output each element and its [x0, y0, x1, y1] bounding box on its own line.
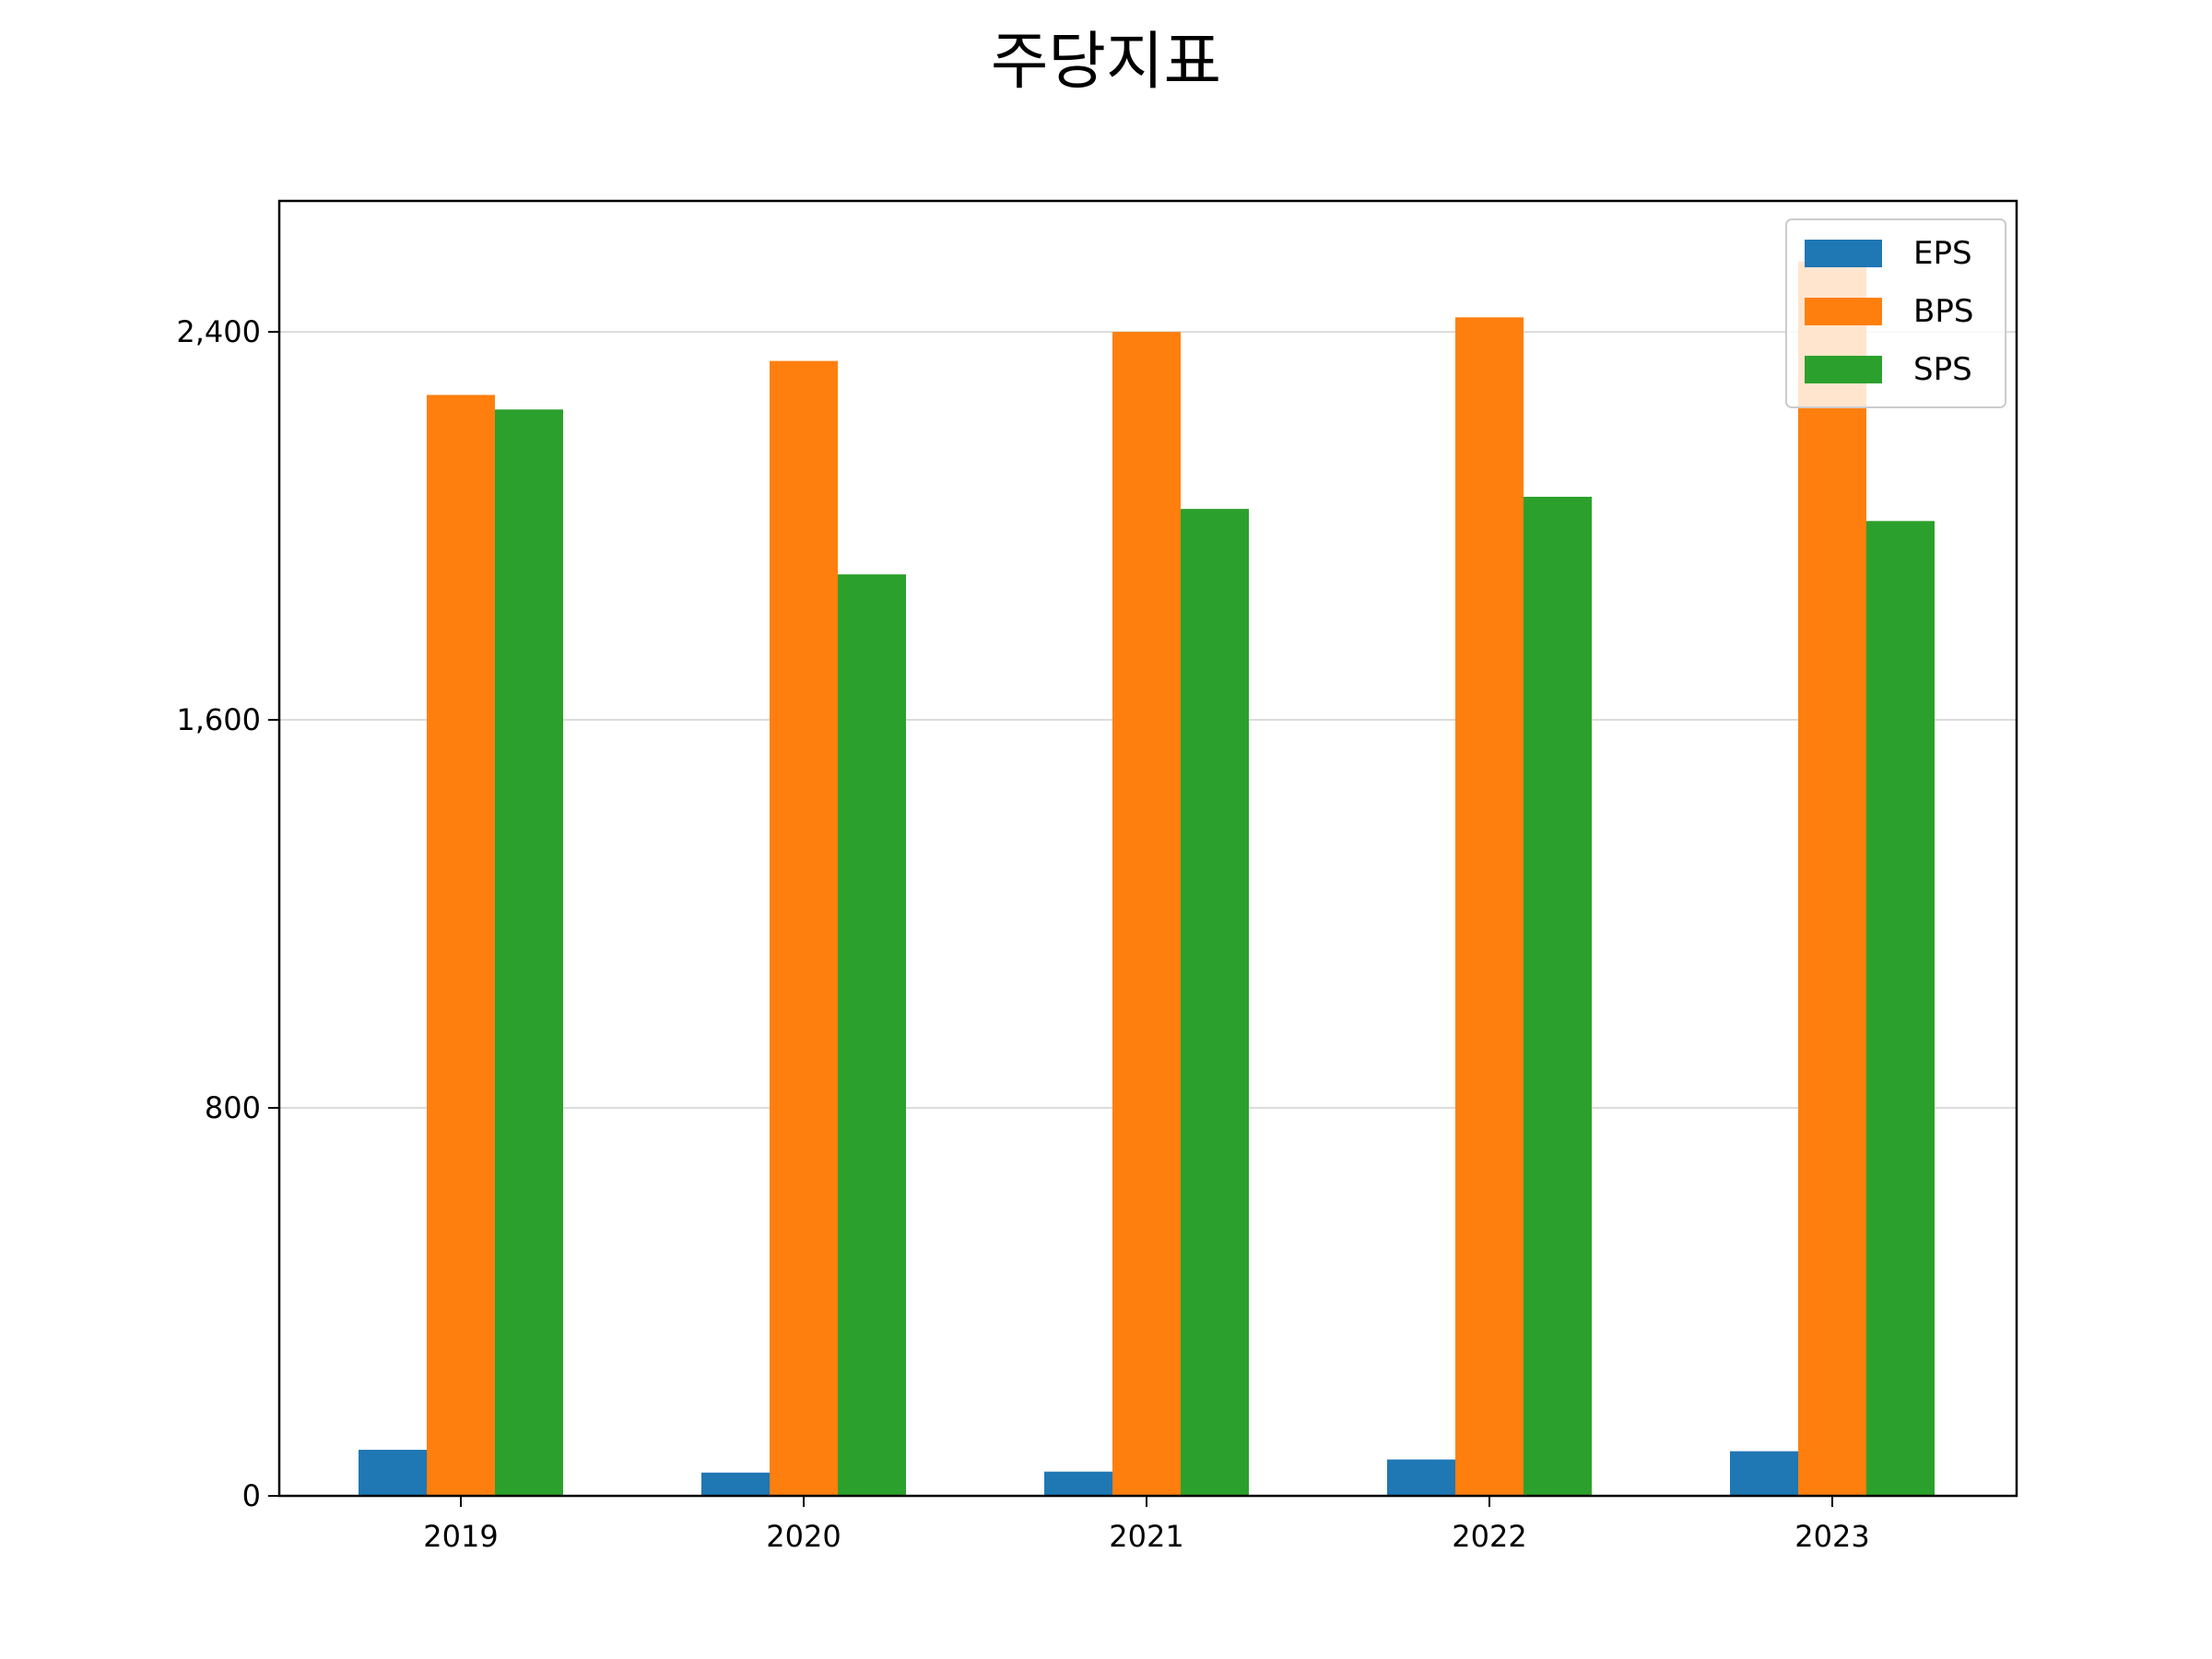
- y-tick-label: 1,600: [176, 702, 261, 737]
- legend: EPS BPS SPS: [1785, 218, 2006, 408]
- x-tick-label: 2023: [1794, 1519, 1869, 1554]
- bars: [359, 261, 1935, 1497]
- bar-sps-2023: [1866, 521, 1935, 1496]
- bar-sps-2020: [838, 574, 906, 1496]
- bar-eps-2022: [1387, 1459, 1455, 1496]
- legend-label-sps: SPS: [1913, 351, 1972, 388]
- legend-swatch-bps: [1805, 298, 1882, 325]
- bar-bps-2023: [1798, 261, 1866, 1497]
- x-tick-label: 2022: [1452, 1519, 1526, 1554]
- bar-eps-2021: [1044, 1471, 1112, 1496]
- plot-frame: [277, 199, 2018, 1498]
- bar-sps-2021: [1181, 509, 1249, 1496]
- legend-swatch-eps: [1805, 240, 1882, 267]
- bar-bps-2022: [1455, 317, 1524, 1497]
- y-tick-label: 800: [205, 1090, 261, 1125]
- y-tick-label: 0: [242, 1478, 261, 1513]
- legend-label-bps: BPS: [1913, 293, 1973, 330]
- y-tick-label: 2,400: [176, 314, 261, 349]
- chart-title: 주당지표: [991, 26, 1221, 99]
- bar-bps-2021: [1112, 332, 1181, 1497]
- bar-sps-2019: [495, 409, 563, 1496]
- bar-eps-2020: [701, 1472, 770, 1496]
- x-tick-label: 2020: [766, 1519, 841, 1554]
- bar-bps-2019: [427, 394, 495, 1497]
- x-tick-label: 2021: [1109, 1519, 1183, 1554]
- bar-sps-2022: [1524, 496, 1592, 1497]
- bar-bps-2020: [770, 360, 838, 1497]
- x-tick-label: 2019: [423, 1519, 498, 1554]
- axes: 0 800 1,600 2,400 2019 2020 2021 2022 2023: [176, 314, 1869, 1554]
- legend-label-eps: EPS: [1913, 235, 1972, 272]
- bar-eps-2019: [359, 1450, 427, 1496]
- bar-eps-2023: [1730, 1451, 1798, 1496]
- legend-swatch-sps: [1805, 356, 1882, 383]
